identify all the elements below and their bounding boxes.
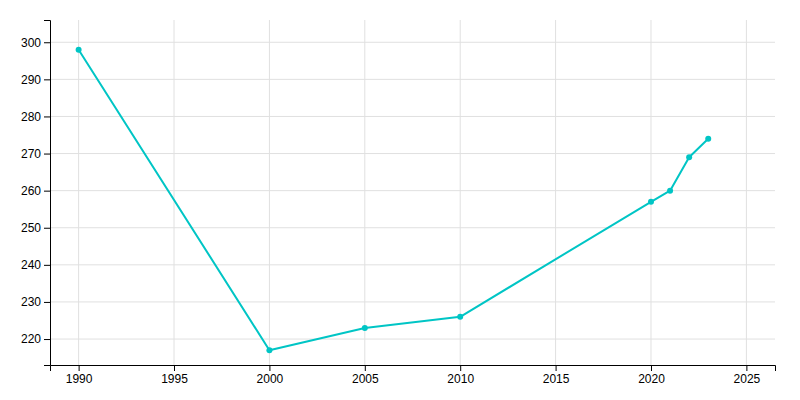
tick: 2010 xyxy=(447,365,474,386)
tick-mark xyxy=(44,116,50,117)
point xyxy=(667,188,673,194)
grid-line xyxy=(50,339,775,340)
tick: 2025 xyxy=(734,365,761,386)
grid-line xyxy=(50,116,775,117)
tick-label: 1990 xyxy=(66,372,93,386)
marks xyxy=(76,47,712,353)
tick: 270 xyxy=(21,147,50,161)
tick-label: 2020 xyxy=(638,372,665,386)
point xyxy=(686,154,692,160)
tick-mark xyxy=(44,265,50,266)
tick-mark xyxy=(44,154,50,155)
tick-mark xyxy=(651,365,652,371)
grid-line xyxy=(50,42,775,43)
tick-mark xyxy=(44,339,50,340)
tick-mark xyxy=(365,365,366,371)
chart: 1990 1995 2000 2005 2010 2015 2020 2025 220 230 24… xyxy=(0,0,800,400)
grid-line xyxy=(555,20,556,365)
grid-line xyxy=(50,153,775,154)
tick: 220 xyxy=(21,332,50,346)
tick: 290 xyxy=(21,73,50,87)
point xyxy=(648,199,654,205)
grid-line xyxy=(460,20,461,365)
tick-mark xyxy=(44,42,50,43)
line xyxy=(79,50,709,350)
tick: 260 xyxy=(21,184,50,198)
grid-line xyxy=(746,20,747,365)
grid-line xyxy=(364,20,365,365)
tick-label: 250 xyxy=(21,221,41,235)
tick: 250 xyxy=(21,221,50,235)
tick-mark xyxy=(44,302,50,303)
tick-label: 300 xyxy=(21,36,41,50)
grid-line xyxy=(50,301,775,302)
tick: 2015 xyxy=(543,365,570,386)
grid-line xyxy=(50,227,775,228)
tick-label: 2015 xyxy=(543,372,570,386)
grid xyxy=(50,20,775,365)
y-axis: 220 230 240 250 260 270 280 290 300 xyxy=(21,21,51,366)
tick: 2020 xyxy=(638,365,665,386)
tick-mark xyxy=(746,365,747,371)
axis-line xyxy=(51,366,776,372)
tick-mark xyxy=(460,365,461,371)
tick-label: 2025 xyxy=(734,372,761,386)
grid-line xyxy=(650,20,651,365)
tick-label: 270 xyxy=(21,147,41,161)
tick-mark xyxy=(44,228,50,229)
tick: 2005 xyxy=(352,365,379,386)
tick-label: 260 xyxy=(21,184,41,198)
point xyxy=(362,325,368,331)
tick: 280 xyxy=(21,110,50,124)
grid-line xyxy=(78,20,79,365)
plot-area: 1990 1995 2000 2005 2010 2015 2020 2025 220 230 24… xyxy=(21,20,776,386)
tick: 230 xyxy=(21,295,50,309)
tick-label: 2000 xyxy=(257,372,284,386)
tick-label: 290 xyxy=(21,73,41,87)
tick-label: 220 xyxy=(21,332,41,346)
axis-line xyxy=(44,21,51,366)
tick: 1990 xyxy=(66,365,93,386)
tick-mark xyxy=(556,365,557,371)
tick: 240 xyxy=(21,258,50,272)
tick: 1995 xyxy=(161,365,188,386)
point xyxy=(266,347,272,353)
tick-mark xyxy=(44,79,50,80)
tick-label: 230 xyxy=(21,295,41,309)
grid-line xyxy=(50,190,775,191)
point xyxy=(457,314,463,320)
tick-label: 2005 xyxy=(352,372,379,386)
x-axis: 1990 1995 2000 2005 2010 2015 2020 2025 xyxy=(51,365,776,386)
tick-label: 1995 xyxy=(161,372,188,386)
tick-label: 280 xyxy=(21,110,41,124)
tick-mark xyxy=(269,365,270,371)
tick: 300 xyxy=(21,36,50,50)
grid-line xyxy=(50,79,775,80)
tick-mark xyxy=(174,365,175,371)
point xyxy=(705,136,711,142)
tick-label: 240 xyxy=(21,258,41,272)
tick-label: 2010 xyxy=(447,372,474,386)
tick: 2000 xyxy=(257,365,284,386)
tick-mark xyxy=(79,365,80,371)
point xyxy=(76,47,82,53)
grid-line xyxy=(50,264,775,265)
tick-mark xyxy=(44,191,50,192)
grid-line xyxy=(269,20,270,365)
grid-line xyxy=(174,20,175,365)
